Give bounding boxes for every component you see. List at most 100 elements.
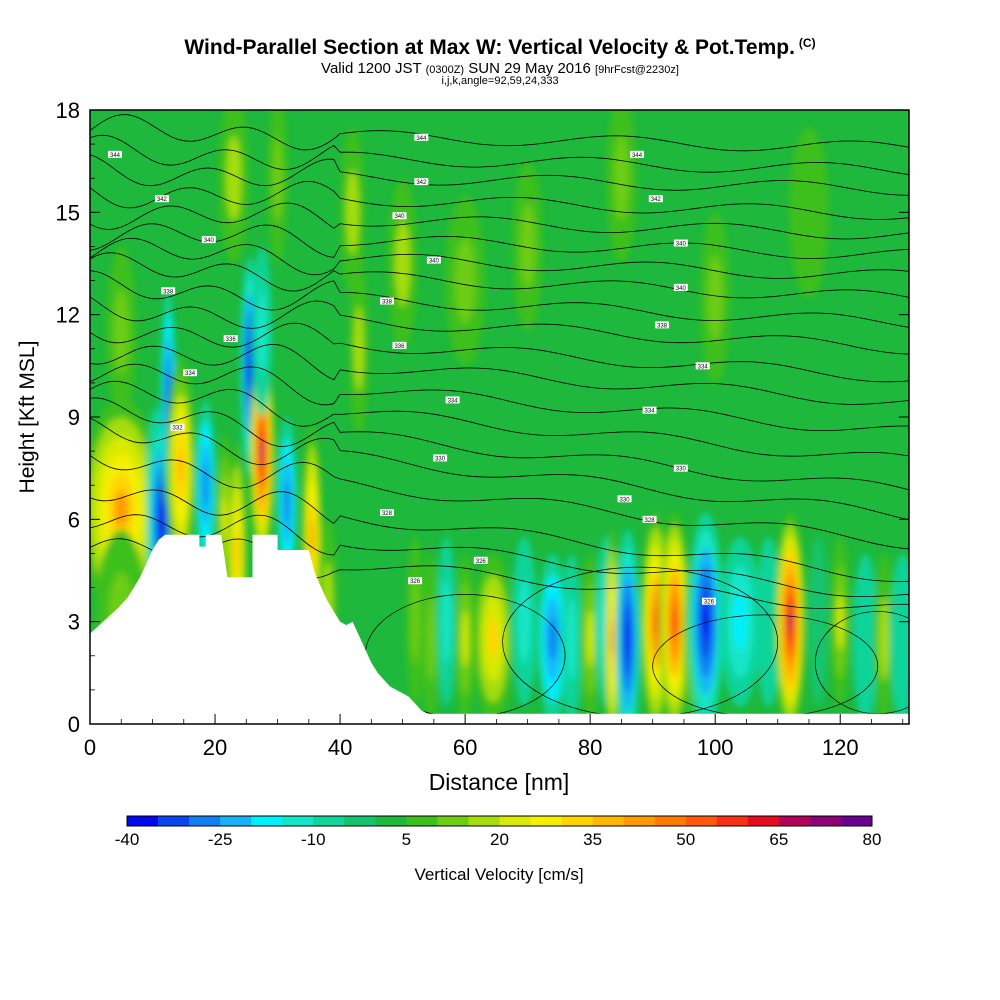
velocity-cell-band [672, 607, 677, 636]
contour-label: 328 [379, 509, 394, 517]
velocity-cell [165, 358, 196, 579]
x-tick-label: 80 [578, 735, 602, 760]
contour-label: 330 [673, 464, 688, 473]
velocity-cell-band [702, 603, 709, 640]
colorbar-label: Vertical Velocity [cm/s] [414, 865, 583, 884]
velocity-cell [606, 110, 637, 264]
theta-contour [90, 237, 909, 279]
contour-label: 334 [642, 406, 657, 415]
contour-label-text: 344 [632, 153, 643, 159]
contour-label-text: 334 [185, 371, 196, 377]
velocity-cell-band [610, 620, 615, 658]
colorbar-swatch [685, 816, 718, 826]
velocity-cell [775, 511, 806, 724]
velocity-cell [445, 195, 486, 366]
subtitle-valid: Valid 1200 JST [321, 60, 422, 77]
theta-contour [90, 322, 909, 383]
velocity-cell [788, 127, 829, 298]
copyright-mark: (C) [798, 36, 816, 50]
contour-label: 326 [701, 597, 716, 606]
contour-label: 326 [408, 577, 423, 585]
velocity-cell [251, 246, 272, 417]
theta-contour [90, 180, 909, 220]
colorbar-swatch [716, 816, 749, 826]
contour-label: 330 [433, 454, 448, 462]
velocity-cell-band [733, 593, 747, 651]
velocity-cell [561, 553, 582, 724]
contour-label: 344 [414, 133, 429, 142]
colorbar-tick-label: -40 [115, 830, 140, 849]
velocity-cell-band [203, 463, 209, 507]
velocity-cell-band [488, 617, 499, 661]
chart-title: Wind-Parallel Section at Max W: Vertical… [0, 36, 1000, 60]
y-axis-label: Height [Kft MSL] [16, 341, 39, 494]
theta-contour [90, 252, 909, 299]
theta-contour [90, 296, 909, 355]
theta-contour [90, 363, 909, 431]
velocity-cell-band [762, 579, 775, 665]
contour-label: 340 [673, 239, 688, 248]
contour-label-text: 336 [226, 337, 237, 343]
velocity-cell [700, 212, 731, 383]
velocity-cell-band [441, 579, 451, 665]
contour-label: 340 [201, 236, 216, 244]
contour-label: 342 [414, 178, 429, 186]
colorbar-tick-label: 50 [676, 830, 695, 849]
velocity-cell-band [234, 531, 239, 576]
velocity-cell [615, 528, 641, 724]
terrain-mask [90, 534, 909, 724]
contour-label: 338 [379, 297, 394, 306]
velocity-cell [218, 110, 249, 264]
contour-label-text: 332 [173, 426, 184, 432]
contour-label: 336 [392, 341, 407, 350]
velocity-cell [473, 553, 514, 724]
colorbar-tick-label: 35 [583, 830, 602, 849]
velocity-cell-band [226, 135, 242, 221]
velocity-cell [406, 536, 425, 707]
colorbar-swatch [127, 816, 159, 826]
contour-label: 332 [170, 423, 185, 432]
velocity-cell-band [178, 449, 184, 487]
velocity-cell [580, 553, 601, 724]
contour-label: 340 [673, 283, 688, 292]
contour-label: 342 [154, 195, 169, 203]
x-axis-label: Distance [nm] [429, 769, 570, 795]
velocity-cell-band [461, 610, 469, 668]
contour-label: 334 [695, 362, 710, 370]
velocity-cell [537, 553, 568, 724]
y-tick-label: 12 [56, 303, 80, 328]
velocity-cell [512, 536, 538, 707]
colorbar-frame [126, 815, 873, 827]
velocity-cell-band [159, 501, 165, 538]
velocity-cell [437, 536, 456, 707]
x-tick-label: 60 [453, 735, 477, 760]
colorbar-swatch [158, 816, 190, 826]
colorbar-swatch [189, 816, 221, 826]
x-tick-label: 40 [328, 735, 352, 760]
theta-contour [90, 538, 909, 609]
colorbar-swatch [561, 816, 594, 826]
velocity-cell-band [410, 579, 420, 665]
x-tick-label: 0 [84, 735, 96, 760]
contour-label-text: 340 [676, 286, 687, 292]
velocity-cell [455, 553, 476, 724]
x-tick-label: 20 [203, 735, 227, 760]
contour-label: 330 [617, 495, 632, 503]
colorbar-swatch [841, 816, 873, 826]
x-tick-label: 100 [697, 735, 734, 760]
colorbar-swatch [623, 816, 656, 826]
theta-contour [90, 202, 909, 240]
colorbar-tick-label: 20 [490, 830, 509, 849]
contour-label-text: 344 [110, 153, 121, 159]
contour-label: 340 [426, 256, 441, 265]
colorbar-swatch [809, 816, 842, 826]
velocity-cell-band [256, 289, 267, 375]
contour-label-text: 326 [476, 559, 487, 565]
velocity-cell [276, 417, 297, 588]
velocity-cell-band [346, 169, 359, 255]
velocity-cell-band [798, 169, 819, 255]
contour-label-text: 334 [698, 364, 709, 370]
velocity-cell-band [858, 596, 872, 682]
contour-label: 328 [642, 515, 657, 524]
theta-contour [90, 417, 909, 521]
